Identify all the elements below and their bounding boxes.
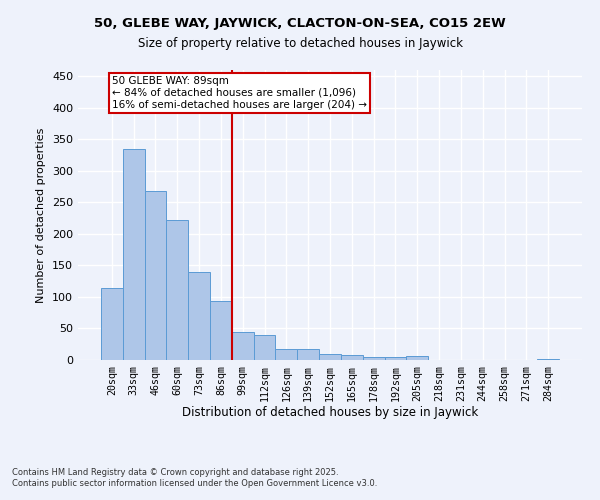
Bar	[210, 302, 232, 360]
Bar	[123, 149, 145, 360]
Bar	[101, 288, 123, 360]
Text: 50 GLEBE WAY: 89sqm
← 84% of detached houses are smaller (1,096)
16% of semi-det: 50 GLEBE WAY: 89sqm ← 84% of detached ho…	[112, 76, 367, 110]
Text: Size of property relative to detached houses in Jaywick: Size of property relative to detached ho…	[137, 38, 463, 51]
Bar	[275, 348, 297, 360]
Bar	[145, 191, 166, 360]
Text: Contains HM Land Registry data © Crown copyright and database right 2025.
Contai: Contains HM Land Registry data © Crown c…	[12, 468, 377, 487]
Bar	[406, 356, 428, 360]
Bar	[297, 348, 319, 360]
X-axis label: Distribution of detached houses by size in Jaywick: Distribution of detached houses by size …	[182, 406, 478, 420]
Bar	[385, 357, 406, 360]
Bar	[341, 355, 363, 360]
Bar	[188, 272, 210, 360]
Y-axis label: Number of detached properties: Number of detached properties	[37, 128, 46, 302]
Bar	[254, 335, 275, 360]
Bar	[232, 332, 254, 360]
Text: 50, GLEBE WAY, JAYWICK, CLACTON-ON-SEA, CO15 2EW: 50, GLEBE WAY, JAYWICK, CLACTON-ON-SEA, …	[94, 18, 506, 30]
Bar	[363, 357, 385, 360]
Bar	[166, 220, 188, 360]
Bar	[319, 354, 341, 360]
